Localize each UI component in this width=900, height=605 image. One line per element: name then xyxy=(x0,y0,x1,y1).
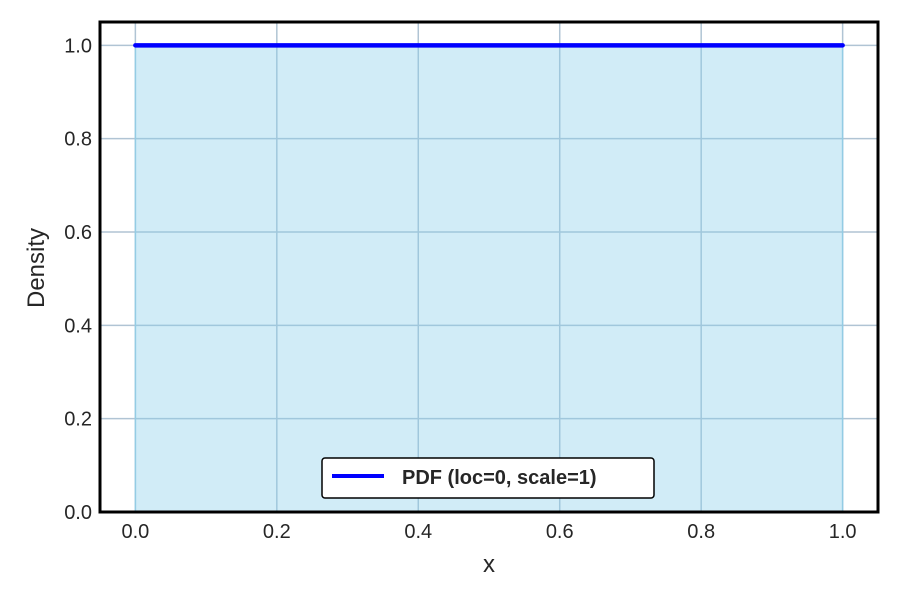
x-tick-label: 1.0 xyxy=(829,521,857,543)
legend: PDF (loc=0, scale=1) xyxy=(321,457,655,499)
y-tick-labels: 0.0 0.2 0.4 0.6 0.8 1.0 xyxy=(64,35,92,524)
area-fill xyxy=(134,44,844,513)
legend-box xyxy=(321,457,655,499)
y-axis-label: Density xyxy=(23,228,50,308)
y-tick-label: 0.8 xyxy=(64,129,92,151)
x-tick-labels: 0.0 0.2 0.4 0.6 0.8 1.0 xyxy=(121,521,856,543)
x-tick-label: 0.4 xyxy=(404,521,432,543)
grid xyxy=(100,22,878,513)
legend-label: PDF (loc=0, scale=1) xyxy=(402,467,597,489)
y-tick-label: 0.2 xyxy=(64,409,92,431)
y-tick-label: 0.6 xyxy=(64,222,92,244)
x-tick-label: 0.8 xyxy=(687,521,715,543)
y-tick-label: 0.4 xyxy=(64,315,92,337)
plot-frame xyxy=(98,20,880,514)
x-tick-label: 0.0 xyxy=(121,521,149,543)
area-fill-layer xyxy=(134,44,844,513)
y-tick-label: 1.0 xyxy=(64,35,92,57)
x-axis-label: x xyxy=(483,551,495,578)
y-tick-label: 0.0 xyxy=(64,502,92,524)
x-tick-label: 0.6 xyxy=(546,521,574,543)
x-tick-label: 0.2 xyxy=(263,521,291,543)
